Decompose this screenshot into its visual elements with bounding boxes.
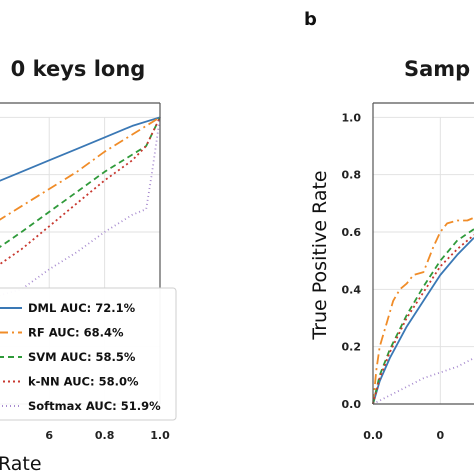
legend-label-dml: DML AUC: 72.1%	[28, 301, 136, 315]
panel-a-legend: DML AUC: 72.1% RF AUC: 68.4% SVM AUC: 58.5…	[0, 287, 177, 421]
panel-b-series-svm	[372, 228, 474, 405]
panel-b-y-ticks: 0.0 0.2 0.4 0.6 0.8 1.0	[342, 111, 362, 411]
panel-a-series-k-nn	[0, 116, 161, 266]
panel-a-series-svm	[0, 116, 161, 248]
panel-a-title: 0 keys long	[11, 57, 146, 81]
legend-label-rf: RF AUC: 68.4%	[28, 326, 124, 340]
panel-b-y-tick-label: 1.0	[342, 111, 362, 124]
panel-b-series-k-nn	[372, 234, 474, 405]
panel-b-plot-frame	[372, 102, 474, 405]
panel-b-series-group	[372, 216, 474, 405]
panel-b-y-axis-label: True Positive Rate	[309, 170, 331, 340]
panel-a-x-tick-label: 0.8	[95, 429, 115, 442]
panel-a-series-group	[0, 116, 161, 297]
panel-a-series-softmax	[0, 117, 161, 297]
panel-b-chart: b Samp 0.00.20.40.60.81.0 0.0 0 True Posi…	[304, 9, 474, 442]
panel-a-x-tick-label: 1.0	[150, 429, 170, 442]
panel-b-letter: b	[304, 9, 317, 30]
panel-a-chart: 0 keys long 6 0.8 1.0 Rate DML AUC: 72.1% R…	[0, 57, 177, 474]
panel-b-series-rf	[372, 216, 474, 405]
legend-box	[0, 287, 177, 421]
panel-b-title: Samp	[404, 57, 470, 81]
panel-a-x-ticks: 6 0.8 1.0	[45, 429, 170, 442]
panel-b-x-tick-label: 0	[437, 429, 445, 442]
panel-b-series-dml	[372, 237, 474, 405]
panel-b-y-tick-label: 0.4	[342, 283, 362, 296]
legend-label-k-nn: k-NN AUC: 58.0%	[28, 375, 139, 389]
panel-b-y-tick-label: 0.6	[342, 226, 362, 239]
legend-label-softmax: Softmax AUC: 51.9%	[28, 399, 161, 413]
legend-label-svm: SVM AUC: 58.5%	[28, 350, 136, 364]
panel-a-series-rf	[0, 116, 161, 221]
panel-b-x-tick-label: 0.0	[363, 429, 383, 442]
panel-b-y-tick-label: 0.8	[342, 169, 362, 182]
panel-a-x-tick-label: 6	[45, 429, 53, 442]
panel-b-x-ticks: 0.0 0	[363, 429, 444, 442]
panel-b-y-tick-label: 0.2	[342, 341, 362, 354]
panel-b-y-tick-label: 0.0	[342, 398, 362, 411]
panel-a-series-dml	[0, 116, 161, 182]
panel-a-x-axis-label: Rate	[0, 453, 42, 474]
panel-b-series-softmax	[372, 357, 474, 405]
